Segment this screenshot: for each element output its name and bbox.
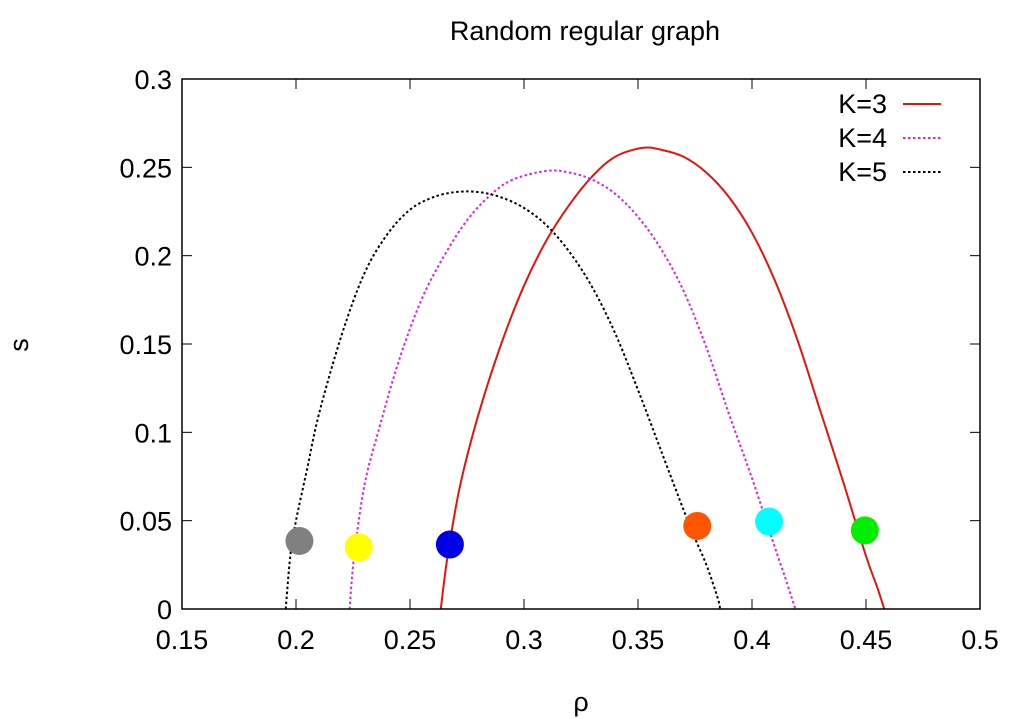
data-point-marker <box>755 507 784 536</box>
axis-ticks: 0.15 0.2 0.25 0.3 0.35 0.4 0.45 0.5 0 0.05 0.1 0.15… <box>119 65 998 655</box>
legend: K=3 K=4 K=5 <box>838 89 941 187</box>
x-tick-label: 0.4 <box>733 625 771 655</box>
x-axis-label: ρ <box>573 687 588 717</box>
series-line-k-3 <box>439 146 886 610</box>
data-point-marker <box>683 511 712 540</box>
y-tick-label: 0.15 <box>119 330 172 360</box>
plot-markers <box>285 507 879 562</box>
series-line-k-5 <box>284 190 722 610</box>
data-point-marker <box>344 533 373 562</box>
data-point-marker <box>850 516 879 545</box>
x-tick-label: 0.45 <box>840 625 893 655</box>
legend-label: K=3 <box>838 89 887 119</box>
x-tick-label: 0.5 <box>961 625 999 655</box>
x-tick-label: 0.35 <box>612 625 665 655</box>
y-tick-label: 0 <box>157 595 172 625</box>
legend-label: K=5 <box>838 157 887 187</box>
legend-label: K=4 <box>838 123 887 153</box>
y-tick-label: 0.3 <box>134 65 172 95</box>
plot-series <box>284 146 886 610</box>
x-tick-label: 0.3 <box>505 625 543 655</box>
x-tick-label: 0.15 <box>156 625 209 655</box>
y-tick-label: 0.2 <box>134 242 172 272</box>
y-tick-label: 0.25 <box>119 153 172 183</box>
y-tick-label: 0.05 <box>119 507 172 537</box>
data-point-marker <box>285 526 314 555</box>
plot-frame <box>181 78 981 610</box>
series-line-k-4 <box>348 169 797 610</box>
data-point-marker <box>435 530 464 559</box>
chart-title: Random regular graph <box>450 16 720 46</box>
x-tick-label: 0.25 <box>384 625 437 655</box>
x-tick-label: 0.2 <box>277 625 315 655</box>
y-axis-label: s <box>4 338 34 352</box>
y-tick-label: 0.1 <box>134 418 172 448</box>
